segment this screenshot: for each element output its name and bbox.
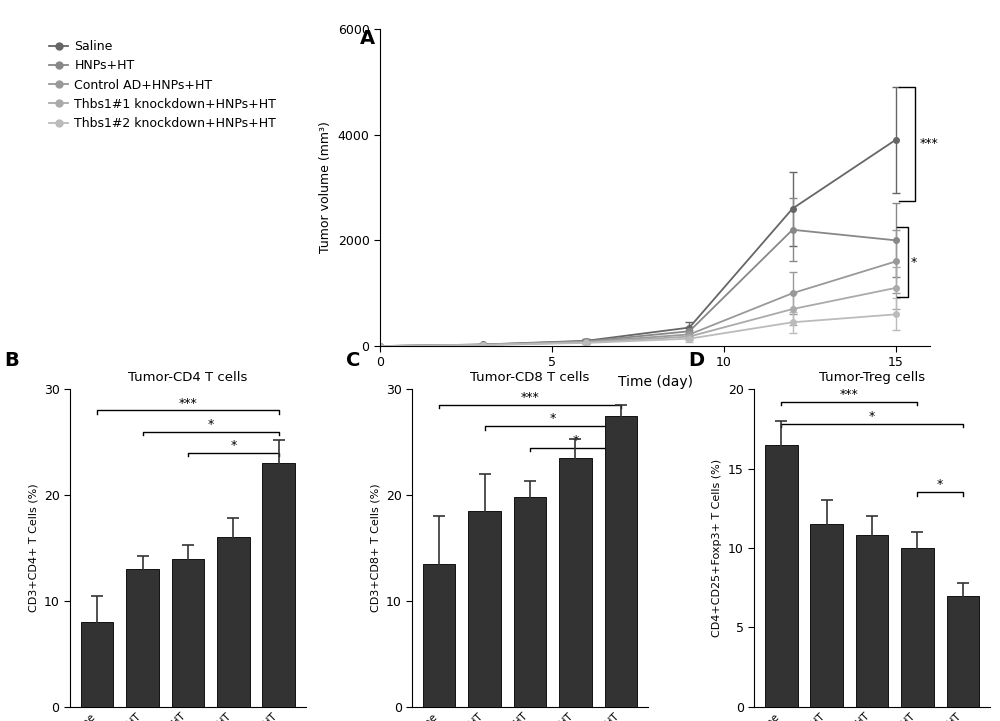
Bar: [126, 569, 159, 707]
Title: Tumor-CD8 T cells: Tumor-CD8 T cells: [470, 371, 590, 384]
Text: *: *: [550, 412, 556, 425]
Text: ***: ***: [840, 388, 859, 401]
Text: *: *: [572, 433, 579, 446]
Text: *: *: [869, 410, 875, 423]
Text: *: *: [937, 479, 943, 492]
Text: ***: ***: [521, 392, 539, 404]
Bar: [172, 559, 204, 707]
Title: Tumor-Treg cells: Tumor-Treg cells: [819, 371, 925, 384]
Text: ***: ***: [179, 397, 197, 410]
Text: *: *: [230, 439, 237, 452]
Bar: [901, 548, 934, 707]
Text: D: D: [688, 351, 704, 371]
X-axis label: Time (day): Time (day): [618, 375, 692, 389]
Bar: [468, 511, 501, 707]
Text: ***: ***: [920, 137, 938, 151]
Bar: [514, 497, 546, 707]
Y-axis label: CD4+CD25+Foxp3+ T Cells (%): CD4+CD25+Foxp3+ T Cells (%): [712, 459, 722, 637]
Y-axis label: CD3+CD8+ T Cells (%): CD3+CD8+ T Cells (%): [370, 484, 380, 612]
Bar: [765, 445, 798, 707]
Bar: [947, 596, 979, 707]
Bar: [856, 535, 888, 707]
Bar: [217, 537, 250, 707]
Y-axis label: Tumor volume (mm³): Tumor volume (mm³): [319, 122, 332, 253]
Text: A: A: [360, 29, 375, 48]
Bar: [423, 564, 455, 707]
Bar: [605, 416, 637, 707]
Bar: [81, 622, 113, 707]
Y-axis label: CD3+CD4+ T Cells (%): CD3+CD4+ T Cells (%): [28, 484, 38, 612]
Text: C: C: [346, 351, 360, 371]
Text: B: B: [4, 351, 19, 371]
Legend: Saline, HNPs+HT, Control AD+HNPs+HT, Thbs1#1 knockdown+HNPs+HT, Thbs1#2 knockdow: Saline, HNPs+HT, Control AD+HNPs+HT, Thb…: [44, 35, 281, 135]
Bar: [559, 458, 592, 707]
Text: *: *: [911, 256, 917, 269]
Text: *: *: [208, 417, 214, 430]
Title: Tumor-CD4 T cells: Tumor-CD4 T cells: [128, 371, 248, 384]
Bar: [262, 464, 295, 707]
Bar: [810, 524, 843, 707]
